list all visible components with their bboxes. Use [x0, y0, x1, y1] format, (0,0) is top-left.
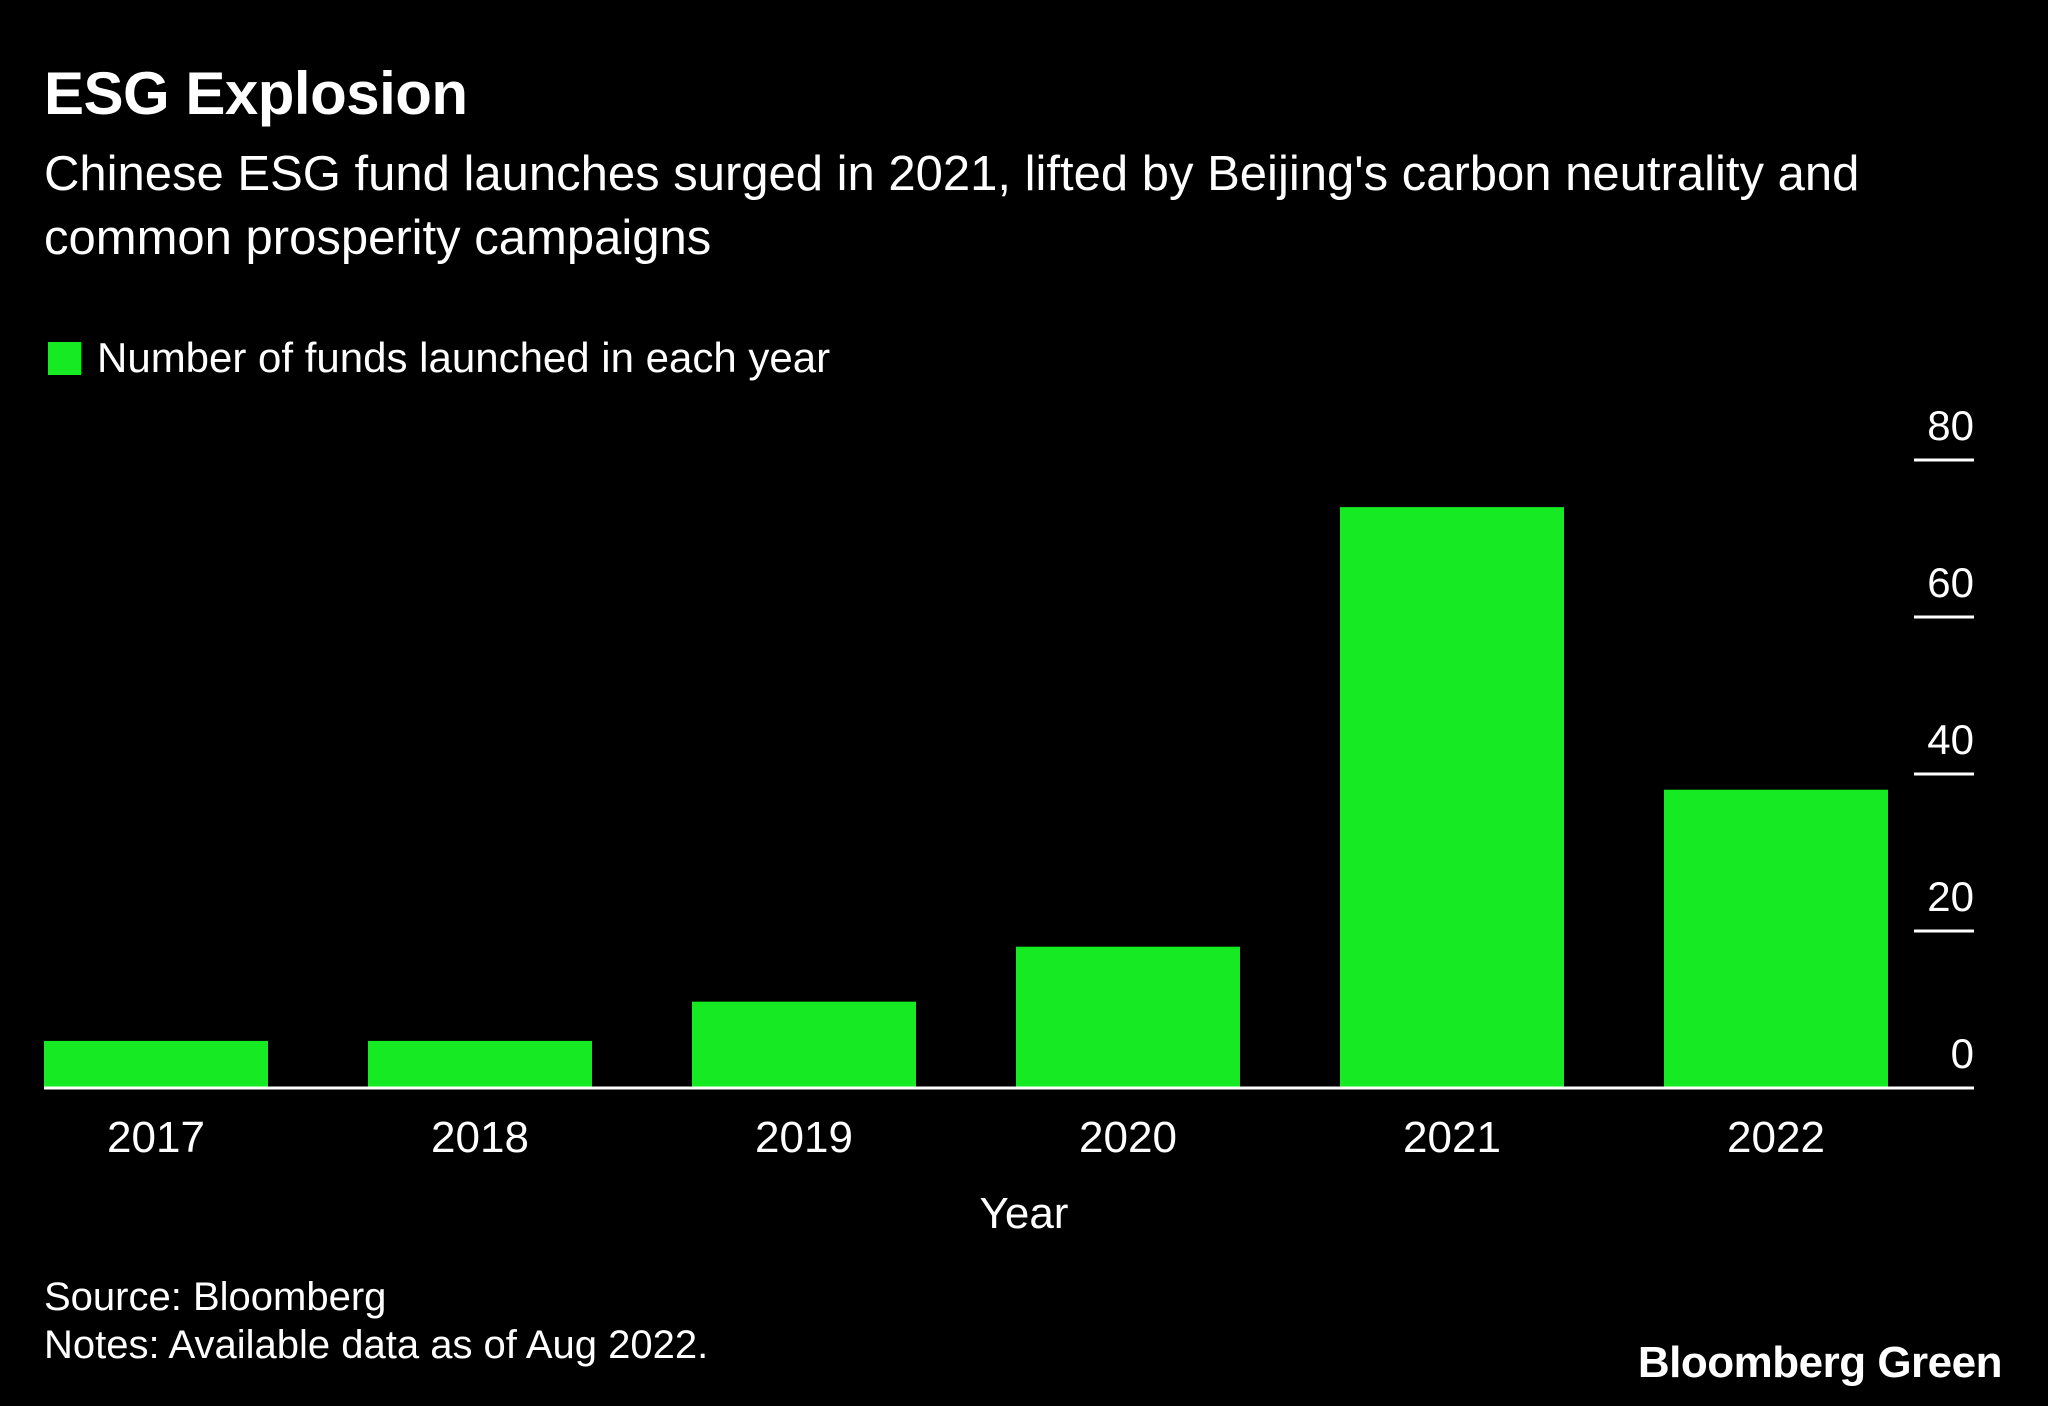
x-axis: 2017 2018 2019 2020 2021 2022: [44, 1086, 1974, 1162]
legend: Number of funds launched in each year: [48, 330, 830, 386]
bar-2017: [44, 1040, 268, 1088]
bar-2020: [1016, 946, 1240, 1088]
x-tick-label-2018: 2018: [431, 1113, 529, 1162]
x-tick-label-2022: 2022: [1727, 1113, 1825, 1162]
x-tick-label-2020: 2020: [1079, 1113, 1177, 1162]
bar-2021: [1340, 507, 1564, 1089]
y-tick-label-60: 60: [1927, 559, 1974, 606]
y-tick-label-80: 80: [1927, 402, 1974, 449]
chart-title: ESG Explosion: [44, 60, 468, 127]
brand-logo: Bloomberg Green: [1637, 1338, 2003, 1387]
bars-layer: [44, 507, 1888, 1089]
legend-label: Number of funds launched in each year: [97, 334, 831, 381]
legend-swatch: [48, 341, 81, 375]
x-axis-title: Year: [979, 1189, 1069, 1238]
x-tick-label-2019: 2019: [755, 1113, 853, 1162]
bar-2019: [692, 1001, 916, 1088]
x-tick-label-2017: 2017: [107, 1113, 205, 1162]
bar-2022: [1664, 789, 1888, 1088]
y-tick-label-0: 0: [1951, 1030, 1974, 1077]
y-axis: 0 20 40 60 80: [1914, 402, 1974, 1077]
bar-2018: [368, 1040, 592, 1088]
x-tick-label-2021: 2021: [1403, 1113, 1501, 1162]
source-note: Source: Bloomberg: [44, 1275, 387, 1319]
bar-chart: 0 20 40 60 80 2017 2018 2019 2020 2021 2022: [44, 402, 1974, 1162]
chart-subtitle: Chinese ESG fund launches surged in 2021…: [44, 147, 1860, 265]
data-notes: Notes: Available data as of Aug 2022.: [44, 1323, 709, 1367]
y-tick-label-40: 40: [1927, 716, 1974, 763]
y-tick-label-20: 20: [1927, 873, 1974, 920]
